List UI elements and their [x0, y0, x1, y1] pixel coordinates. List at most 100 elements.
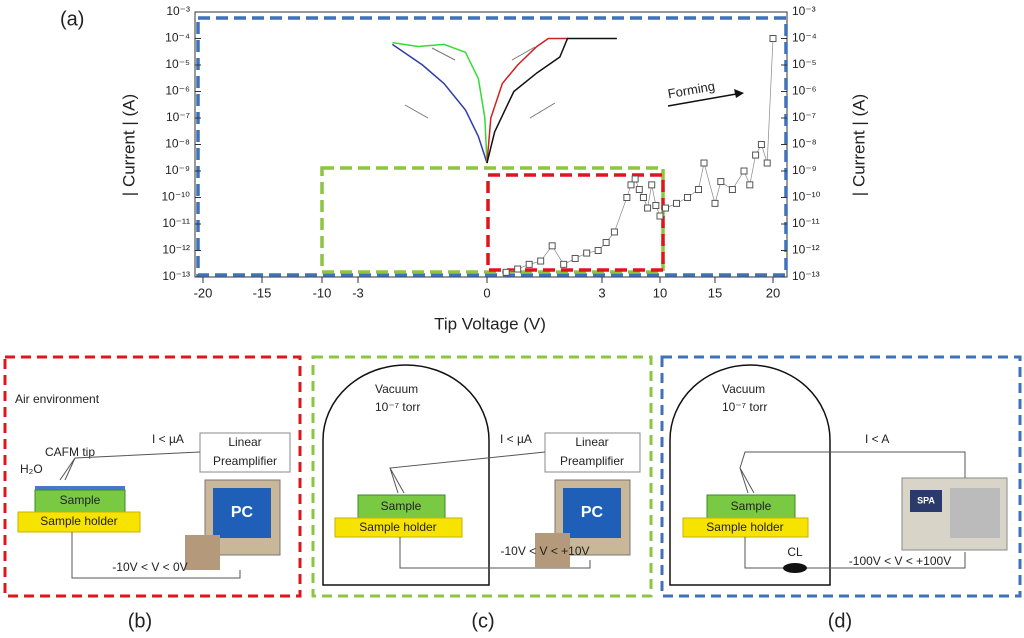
- current: I < µA: [500, 432, 532, 446]
- panel-label: (d): [828, 610, 852, 632]
- annotation: Forming: [667, 78, 717, 101]
- env: Vacuum: [375, 382, 418, 396]
- x-tick-label: -20: [194, 285, 213, 300]
- pc-label: PC: [231, 504, 254, 521]
- y2-tick-label: 10⁻⁹: [792, 163, 817, 177]
- data-point: [502, 268, 510, 276]
- data-point: [571, 254, 579, 262]
- y-axis-label: | Current | (A): [119, 94, 138, 196]
- panel-box: [660, 355, 1022, 598]
- panel-label: (c): [471, 610, 494, 632]
- forming-arrowhead: [734, 89, 744, 98]
- data-point: [594, 247, 602, 254]
- env: Air environment: [15, 392, 100, 406]
- tip: CAFM tip: [45, 445, 95, 459]
- data-point: [717, 178, 725, 186]
- x-tick-label: 3: [598, 285, 605, 300]
- iv-curve: [391, 43, 488, 164]
- panel-label: (b): [128, 610, 152, 632]
- y-tick-label: 10⁻⁹: [165, 163, 190, 177]
- sample-label: Sample: [731, 499, 772, 513]
- green-box: [320, 166, 665, 274]
- data-point: [623, 194, 631, 201]
- env: 10⁻⁷ torr: [375, 400, 420, 414]
- y2-tick-label: 10⁻⁴: [792, 31, 817, 45]
- data-point: [648, 181, 656, 189]
- y2-tick-label: 10⁻⁷: [792, 110, 816, 124]
- y-tick-label: 10⁻⁴: [165, 31, 190, 45]
- x-tick-label: -10: [313, 285, 332, 300]
- y2-tick-label: 10⁻⁸: [792, 137, 817, 151]
- y-tick-label: 10⁻⁶: [165, 84, 190, 98]
- y-tick-label: 10⁻³: [166, 4, 190, 18]
- iv-curve: [392, 41, 488, 164]
- data-point: [610, 228, 618, 236]
- iv-curve: [486, 37, 568, 164]
- y-tick-label: 10⁻⁷: [166, 110, 190, 124]
- water: H₂O: [20, 462, 43, 476]
- sample-label: Sample: [381, 499, 422, 513]
- amp-box: [199, 432, 291, 473]
- y2-axis-label: | Current | (A): [849, 94, 868, 196]
- data-point: [684, 194, 691, 201]
- device-label: SPA: [917, 495, 935, 505]
- y2-tick-label: 10⁻⁶: [792, 84, 817, 98]
- y-tick-label: 10⁻¹¹: [162, 216, 190, 230]
- x-axis-label: Tip Voltage (V): [434, 314, 546, 333]
- data-point: [673, 199, 680, 207]
- wire: [59, 451, 201, 481]
- holder: [334, 517, 463, 538]
- data-point: [695, 186, 702, 194]
- data-point: [752, 151, 760, 159]
- forming-arrow: [667, 92, 743, 107]
- data-point: [662, 204, 669, 212]
- data-point: [627, 181, 635, 189]
- blue-box: [196, 16, 788, 277]
- holder-label: Sample holder: [359, 520, 436, 534]
- x-tick-label: -3: [352, 285, 364, 300]
- amp-box: [544, 432, 641, 473]
- holder: [17, 511, 141, 533]
- data-point: [652, 201, 660, 209]
- pc-icon: [535, 479, 631, 568]
- data-point: [711, 199, 719, 207]
- cl: CL: [787, 545, 803, 559]
- holder-label: Sample holder: [40, 514, 117, 528]
- x-tick-label: 20: [766, 285, 780, 300]
- data-point: [583, 249, 591, 257]
- bias: -10V < V < +10V: [500, 544, 589, 558]
- y2-tick-label: 10⁻¹⁰: [792, 190, 821, 204]
- data-point: [639, 194, 647, 201]
- amp: Preamplifier: [560, 454, 624, 468]
- chamber: [322, 364, 490, 586]
- iv-curve: [486, 37, 617, 164]
- amp: Linear: [228, 435, 261, 449]
- y2-tick-label: 10⁻¹¹: [792, 216, 820, 230]
- y-tick-label: 10⁻⁵: [165, 57, 190, 71]
- data-point: [763, 159, 771, 167]
- env: 10⁻⁷ torr: [722, 400, 767, 414]
- y-tick-label: 10⁻¹³: [162, 269, 190, 283]
- y2-tick-label: 10⁻¹²: [792, 243, 820, 257]
- arrows: [404, 46, 556, 119]
- wire: [71, 532, 241, 579]
- panel-label: (a): [60, 8, 84, 30]
- data-point: [757, 141, 765, 148]
- data-point: [700, 159, 708, 167]
- data-point: [746, 181, 754, 189]
- y2-tick-label: 10⁻³: [792, 4, 816, 18]
- forming-trace: [506, 38, 774, 273]
- data-point: [548, 242, 556, 250]
- y-tick-label: 10⁻¹²: [162, 243, 190, 257]
- pc-icon: [185, 479, 281, 570]
- bias: -10V < V < 0V: [112, 560, 187, 574]
- bias: -100V < V < +100V: [849, 554, 951, 568]
- current: I < µA: [152, 432, 184, 446]
- env: Vacuum: [722, 382, 765, 396]
- wire: [744, 537, 966, 569]
- x-tick-label: -15: [253, 285, 272, 300]
- cl-connector: [783, 563, 807, 573]
- data-point: [635, 186, 643, 194]
- x-tick-label: 0: [483, 285, 490, 300]
